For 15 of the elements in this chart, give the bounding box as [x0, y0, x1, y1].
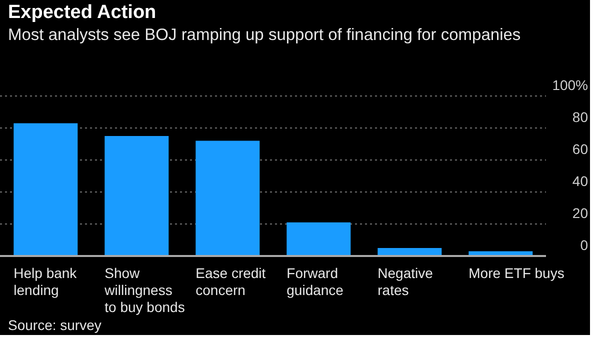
y-tick-label: 40 [572, 173, 588, 189]
chart-title: Expected Action [8, 2, 156, 24]
y-tick-label: 60 [572, 141, 588, 157]
x-tick-label: More ETF buys [468, 265, 564, 281]
y-tick-label: 0 [580, 237, 588, 253]
source-note: Source: survey [8, 317, 102, 333]
chart-subtitle: Most analysts see BOJ ramping up support of financing for companies [8, 26, 521, 45]
y-tick-label: 100% [552, 77, 588, 93]
x-tick-label: Forward guidance [286, 265, 344, 298]
x-tick-label: Ease credit concern [196, 265, 266, 298]
x-tick-label: Negative rates [378, 265, 434, 298]
y-tick-label: 80 [572, 109, 588, 125]
x-tick-label: Show willingness to buy bonds [104, 265, 185, 315]
y-tick-label: 20 [572, 205, 588, 221]
x-tick-label: Help bank lending [14, 265, 78, 298]
